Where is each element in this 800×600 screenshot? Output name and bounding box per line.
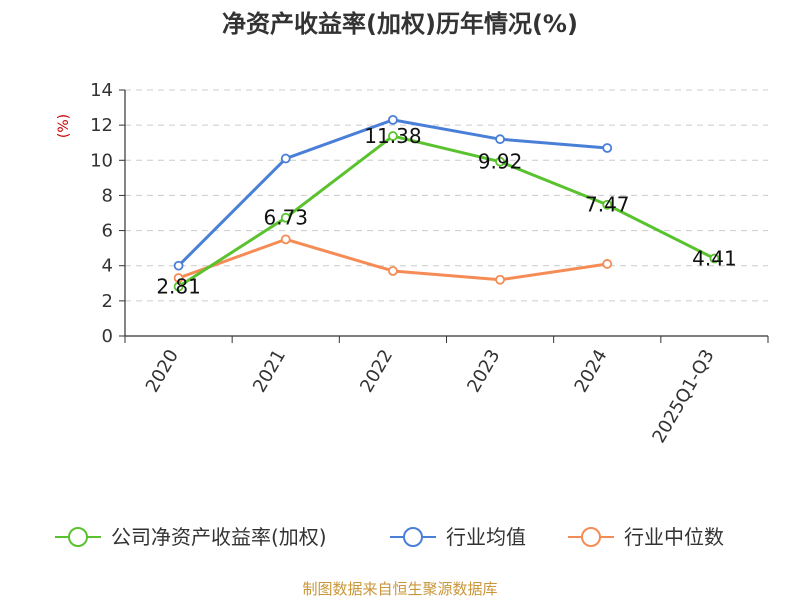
legend: 公司净资产收益率(加权) 行业均值 行业中位数 xyxy=(55,525,724,549)
series-group xyxy=(173,114,720,292)
y-tick-label: 14 xyxy=(90,80,113,101)
data-label: 7.47 xyxy=(585,193,630,217)
y-tick-label: 4 xyxy=(102,256,113,277)
series-line xyxy=(177,134,716,288)
x-tick-label: 2024 xyxy=(570,346,611,396)
x-tick-label: 2025Q1-Q3 xyxy=(648,346,718,447)
data-point xyxy=(602,143,613,153)
data-point xyxy=(280,212,291,223)
data-point xyxy=(709,253,720,264)
data-point xyxy=(495,274,505,285)
data-label: 6.73 xyxy=(263,206,308,230)
legend-marker xyxy=(581,527,601,547)
data-point xyxy=(280,234,291,245)
y-tick-label: 8 xyxy=(102,185,113,206)
x-tick-label: 2020 xyxy=(142,346,183,396)
data-label: 11.38 xyxy=(364,124,421,148)
y-axis-label: (%) xyxy=(56,114,72,138)
data-point xyxy=(388,114,398,125)
data-point xyxy=(388,131,398,141)
data-point xyxy=(173,281,184,292)
data-label: 4.41 xyxy=(692,247,737,271)
data-point xyxy=(388,266,398,276)
data-labels: 2.81 6.73 11.38 9.92 7.47 4.41 xyxy=(156,124,736,299)
legend-label: 公司净资产收益率(加权) xyxy=(111,525,327,549)
data-point xyxy=(602,259,613,269)
data-point xyxy=(602,199,613,210)
x-tick-label: 2021 xyxy=(249,346,290,396)
gridlines xyxy=(125,89,768,302)
source-note: 制图数据来自恒生聚源数据库 xyxy=(302,580,497,598)
y-tick-label: 12 xyxy=(90,115,113,136)
data-point xyxy=(495,156,505,167)
y-tick-label: 6 xyxy=(102,221,113,242)
chart-title: 净资产收益率(加权)历年情况(%) xyxy=(222,10,578,38)
data-point xyxy=(280,153,291,164)
x-tick-label: 2023 xyxy=(463,346,504,396)
data-point xyxy=(495,134,505,145)
data-point xyxy=(173,260,184,271)
legend-label: 行业均值 xyxy=(446,525,526,549)
legend-label: 行业中位数 xyxy=(624,525,724,549)
y-tick-label: 10 xyxy=(90,150,113,171)
legend-marker xyxy=(403,527,423,547)
data-label: 2.81 xyxy=(156,275,201,299)
y-tick-label: 2 xyxy=(102,291,113,312)
y-tick-label: 0 xyxy=(102,326,113,347)
x-tick-label: 2022 xyxy=(356,346,397,396)
axes xyxy=(119,89,769,343)
data-label: 9.92 xyxy=(478,150,523,174)
legend-marker xyxy=(68,527,88,547)
